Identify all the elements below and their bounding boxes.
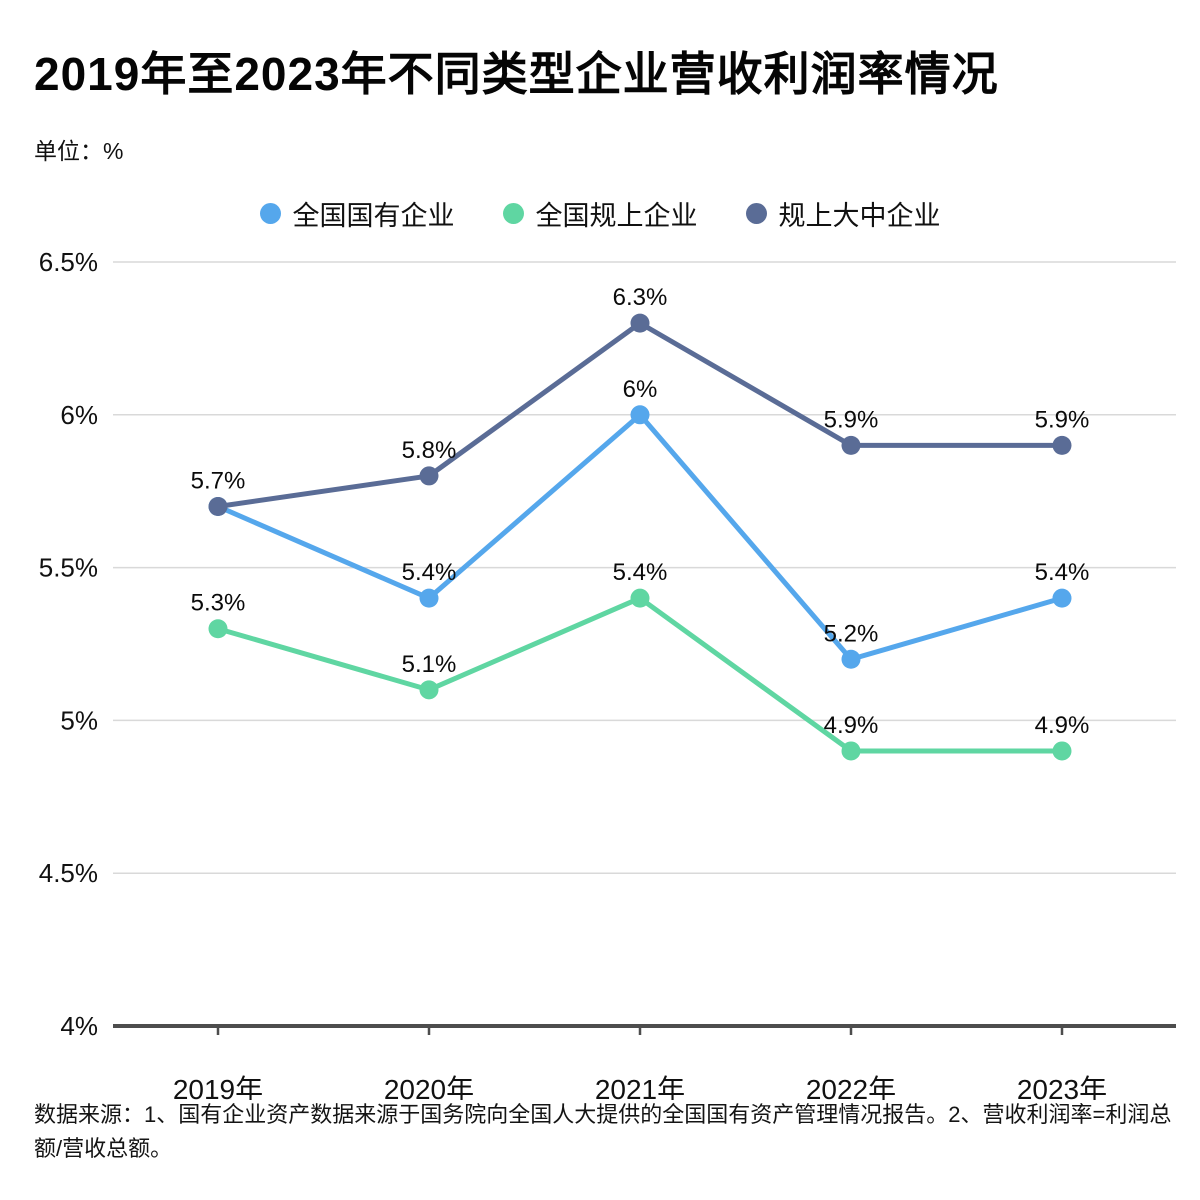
data-point bbox=[208, 496, 228, 516]
data-point bbox=[419, 680, 439, 700]
data-label: 5.7% bbox=[191, 467, 246, 494]
data-label: 6% bbox=[623, 376, 658, 403]
data-label: 5.9% bbox=[824, 406, 879, 433]
data-point bbox=[630, 313, 650, 333]
data-point bbox=[208, 619, 228, 639]
legend-dot-icon bbox=[502, 203, 524, 224]
legend-item-3[interactable]: 规上大中企业 bbox=[745, 194, 941, 233]
data-label: 4.9% bbox=[1035, 712, 1090, 739]
legend-dot-icon bbox=[745, 203, 767, 224]
data-point bbox=[630, 405, 650, 425]
data-point bbox=[841, 649, 861, 669]
y-tick-label: 5.5% bbox=[39, 553, 98, 583]
unit-label: 单位：% bbox=[34, 138, 124, 164]
data-label: 4.9% bbox=[824, 712, 879, 739]
legend-item-2[interactable]: 全国规上企业 bbox=[502, 194, 698, 233]
data-label: 5.2% bbox=[824, 620, 879, 647]
y-tick-label: 4.5% bbox=[39, 858, 98, 888]
legend-label: 全国规上企业 bbox=[535, 201, 698, 231]
data-point bbox=[1052, 588, 1072, 608]
data-point bbox=[841, 435, 861, 455]
data-label: 5.3% bbox=[191, 590, 246, 617]
data-point bbox=[630, 588, 650, 608]
data-point bbox=[419, 588, 439, 608]
data-point bbox=[841, 741, 861, 761]
data-label: 5.9% bbox=[1035, 406, 1090, 433]
x-tick-label: 2021年 bbox=[595, 1074, 685, 1100]
x-tick-label: 2019年 bbox=[173, 1074, 263, 1100]
data-label: 6.3% bbox=[613, 284, 668, 311]
x-tick-label: 2020年 bbox=[384, 1074, 474, 1100]
data-label: 5.4% bbox=[402, 559, 457, 586]
data-point bbox=[419, 466, 439, 486]
data-point bbox=[1052, 435, 1072, 455]
x-tick-label: 2023年 bbox=[1017, 1074, 1107, 1100]
series-line-2 bbox=[215, 595, 1065, 754]
y-tick-label: 6.5% bbox=[39, 247, 98, 277]
line-chart: 6.5% 6% 5.5% 5% 4.5% 4% 2019年 2020年 2021年 2022年 20… bbox=[39, 247, 1176, 1100]
data-label: 5.4% bbox=[1035, 559, 1090, 586]
source-note: 数据来源：1、国有企业资产数据来源于国务院向全国人大提供的全国国有资产管理情况报… bbox=[34, 1102, 1172, 1162]
y-tick-label: 6% bbox=[60, 400, 98, 430]
legend-dot-icon bbox=[259, 203, 281, 224]
data-label: 5.8% bbox=[402, 437, 457, 464]
series-line-1 bbox=[215, 412, 1065, 662]
data-label: 5.1% bbox=[402, 651, 457, 678]
chart-legend: 全国国有企业 全国规上企业 规上大中企业 bbox=[0, 194, 1200, 233]
y-tick-label: 4% bbox=[60, 1011, 98, 1041]
data-label: 5.4% bbox=[613, 559, 668, 586]
page-title: 2019年至2023年不同类型企业营收利润率情况 bbox=[34, 48, 999, 100]
legend-label: 全国国有企业 bbox=[292, 201, 455, 231]
y-tick-label: 5% bbox=[60, 705, 98, 735]
x-tick-label: 2022年 bbox=[806, 1074, 896, 1100]
legend-label: 规上大中企业 bbox=[778, 201, 941, 231]
legend-item-1[interactable]: 全国国有企业 bbox=[259, 194, 455, 233]
data-point bbox=[1052, 741, 1072, 761]
